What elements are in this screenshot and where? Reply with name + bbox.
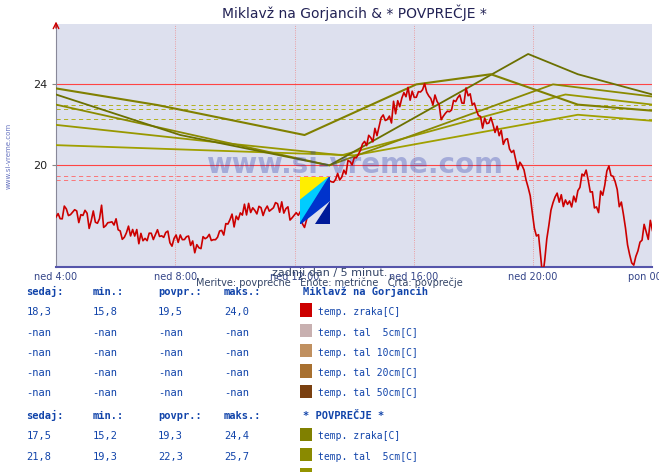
Text: zadnji dan / 5 minut.: zadnji dan / 5 minut. xyxy=(272,268,387,278)
Text: -nan: -nan xyxy=(158,368,183,378)
Text: 24,4: 24,4 xyxy=(224,431,249,441)
Polygon shape xyxy=(300,177,330,201)
Text: temp. zraka[C]: temp. zraka[C] xyxy=(318,307,400,317)
Text: povpr.:: povpr.: xyxy=(158,411,202,421)
Text: 15,8: 15,8 xyxy=(92,307,117,317)
Text: -nan: -nan xyxy=(224,348,249,358)
Text: -nan: -nan xyxy=(158,388,183,398)
Text: temp. tal 10cm[C]: temp. tal 10cm[C] xyxy=(318,348,418,358)
Text: -nan: -nan xyxy=(92,348,117,358)
Text: -nan: -nan xyxy=(26,348,51,358)
Text: www.si-vreme.com: www.si-vreme.com xyxy=(5,123,11,189)
Text: -nan: -nan xyxy=(224,388,249,398)
Text: 21,8: 21,8 xyxy=(26,452,51,462)
Polygon shape xyxy=(315,201,330,224)
Text: -nan: -nan xyxy=(92,368,117,378)
Polygon shape xyxy=(300,177,330,224)
Text: temp. tal 20cm[C]: temp. tal 20cm[C] xyxy=(318,368,418,378)
Text: 19,5: 19,5 xyxy=(158,307,183,317)
Text: min.:: min.: xyxy=(92,287,123,297)
Text: 19,3: 19,3 xyxy=(158,431,183,441)
Text: -nan: -nan xyxy=(92,328,117,337)
Text: 22,3: 22,3 xyxy=(158,452,183,462)
Text: -nan: -nan xyxy=(26,368,51,378)
Text: -nan: -nan xyxy=(158,348,183,358)
Text: 25,7: 25,7 xyxy=(224,452,249,462)
Text: temp. zraka[C]: temp. zraka[C] xyxy=(318,431,400,441)
Title: Miklavž na Gorjancih & * POVPREČJE *: Miklavž na Gorjancih & * POVPREČJE * xyxy=(222,5,486,21)
Text: -nan: -nan xyxy=(26,388,51,398)
Text: min.:: min.: xyxy=(92,411,123,421)
Text: temp. tal  5cm[C]: temp. tal 5cm[C] xyxy=(318,452,418,462)
Text: maks.:: maks.: xyxy=(224,411,262,421)
Text: -nan: -nan xyxy=(224,368,249,378)
Polygon shape xyxy=(300,177,330,224)
Text: 18,3: 18,3 xyxy=(26,307,51,317)
Text: sedaj:: sedaj: xyxy=(26,286,64,297)
Text: povpr.:: povpr.: xyxy=(158,287,202,297)
Text: -nan: -nan xyxy=(158,328,183,337)
Text: 19,3: 19,3 xyxy=(92,452,117,462)
Text: -nan: -nan xyxy=(224,328,249,337)
Text: 17,5: 17,5 xyxy=(26,431,51,441)
Text: Miklavž na Gorjancih: Miklavž na Gorjancih xyxy=(303,286,428,297)
Text: 24,0: 24,0 xyxy=(224,307,249,317)
Text: sedaj:: sedaj: xyxy=(26,410,64,421)
Text: maks.:: maks.: xyxy=(224,287,262,297)
Text: Meritve: povprečne   Enote: metrične   Črta: povprečje: Meritve: povprečne Enote: metrične Črta:… xyxy=(196,276,463,287)
Text: 15,2: 15,2 xyxy=(92,431,117,441)
Text: -nan: -nan xyxy=(26,328,51,337)
Text: -nan: -nan xyxy=(92,388,117,398)
Text: temp. tal  5cm[C]: temp. tal 5cm[C] xyxy=(318,328,418,337)
Text: * POVPREČJE *: * POVPREČJE * xyxy=(303,411,384,421)
Text: temp. tal 50cm[C]: temp. tal 50cm[C] xyxy=(318,388,418,398)
Text: www.si-vreme.com: www.si-vreme.com xyxy=(206,151,503,178)
